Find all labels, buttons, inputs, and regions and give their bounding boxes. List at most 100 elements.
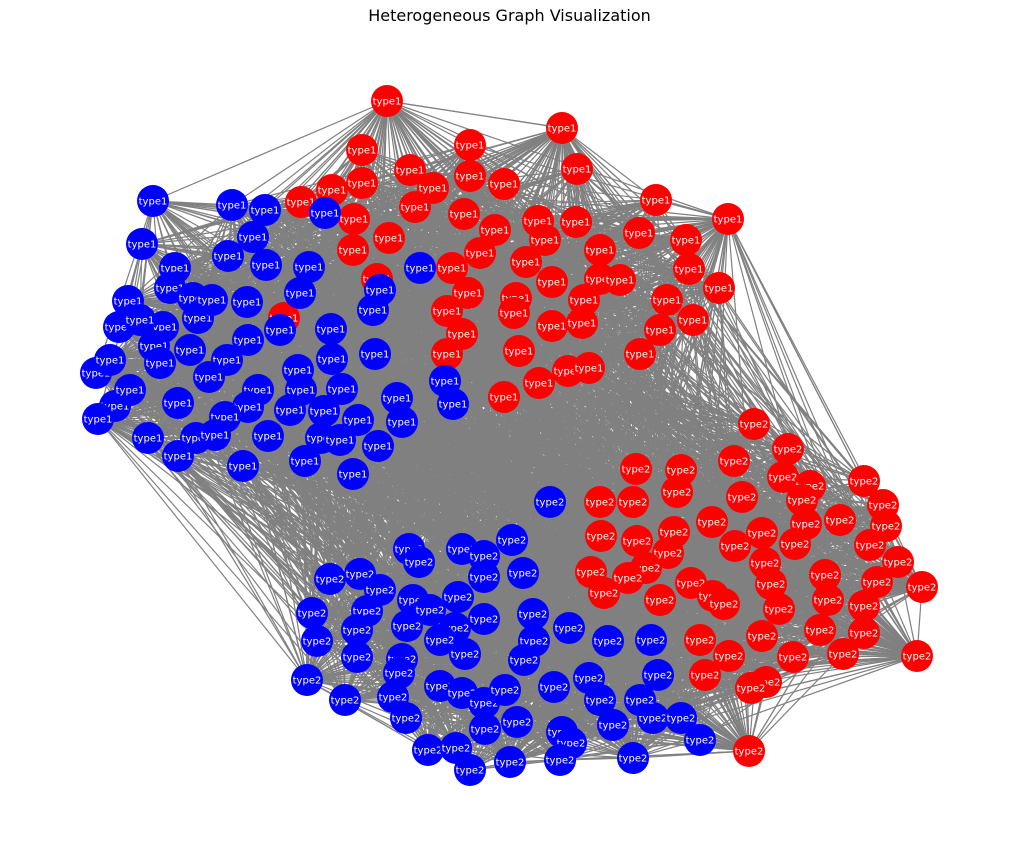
node-circle <box>452 277 484 309</box>
node-label: type1 <box>548 124 577 135</box>
red-node: type1 <box>373 222 405 254</box>
blue-node: type1 <box>309 197 341 229</box>
node-label: type1 <box>139 197 168 208</box>
blue-node: type1 <box>193 361 225 393</box>
blue-node: type1 <box>126 228 158 260</box>
node-label: type1 <box>373 97 402 108</box>
node-label: type1 <box>375 234 404 245</box>
node-circle <box>454 129 486 161</box>
node-circle <box>315 313 347 345</box>
graph-edge <box>306 548 463 681</box>
graph-edge <box>306 206 416 681</box>
blue-node: type1 <box>250 249 282 281</box>
node-label: type1 <box>524 217 553 228</box>
graph-edge <box>469 144 729 220</box>
node-circle <box>536 266 568 298</box>
node-circle <box>437 388 469 420</box>
red-node: type1 <box>568 284 600 316</box>
red-node: type1 <box>431 338 463 370</box>
node-circle <box>584 234 616 266</box>
node-label: type1 <box>311 209 340 220</box>
graph-edge <box>561 127 687 241</box>
node-circle <box>337 234 369 266</box>
graph-edge <box>97 418 308 681</box>
node-circle <box>503 335 535 367</box>
node-label: type1 <box>586 246 615 257</box>
node-label: type1 <box>554 367 583 378</box>
node-label: type1 <box>361 350 390 361</box>
node-circle <box>488 381 520 413</box>
node-label: type1 <box>586 275 615 286</box>
node-label: type1 <box>626 350 655 361</box>
graph-edge <box>329 218 729 580</box>
node-circle <box>529 224 561 256</box>
node-label: type1 <box>466 249 495 260</box>
node-label: type1 <box>239 233 268 244</box>
graph-edge <box>561 127 634 503</box>
red-node: type1 <box>673 253 705 285</box>
red-node: type1 <box>604 264 636 296</box>
node-label: type1 <box>213 356 242 367</box>
node-label: type1 <box>184 314 213 325</box>
graph-edge <box>603 592 634 759</box>
graph-edge <box>718 287 735 462</box>
red-node: type1 <box>677 304 709 336</box>
node-label: type1 <box>419 184 448 195</box>
red-node: type1 <box>337 234 369 266</box>
blue-node: type1 <box>216 189 248 221</box>
node-circle <box>293 251 325 283</box>
node-label: type1 <box>448 330 477 341</box>
node-label: type1 <box>396 166 425 177</box>
node-circle <box>232 324 264 356</box>
red-node: type1 <box>529 224 561 256</box>
node-label: type1 <box>512 258 541 269</box>
node-label: type1 <box>114 297 143 308</box>
node-circle <box>394 154 426 186</box>
chart-title: Heterogeneous Graph Visualization <box>368 6 651 25</box>
graph-edge <box>753 423 865 482</box>
node-circle <box>523 367 555 399</box>
graph-edge <box>561 127 629 579</box>
node-circle <box>431 295 463 327</box>
blue-node: type1 <box>144 347 176 379</box>
graph-edge <box>152 100 388 202</box>
node-label: type1 <box>179 294 208 305</box>
blue-node: type1 <box>381 382 413 414</box>
graph-edge <box>231 100 388 206</box>
red-node: type1 <box>394 154 426 186</box>
red-node: type1 <box>703 272 735 304</box>
graph-edge <box>306 267 453 681</box>
node-label: type1 <box>562 218 591 229</box>
graph-edge <box>177 455 511 763</box>
node-circle <box>231 286 263 318</box>
node-label: type1 <box>295 263 324 274</box>
blue-node: type1 <box>137 185 169 217</box>
blue-node: type1 <box>284 277 316 309</box>
blue-node: type1 <box>293 251 325 283</box>
node-label: type1 <box>454 289 483 300</box>
node-label: type1 <box>234 403 263 414</box>
graph-edge <box>559 655 918 761</box>
node-circle <box>464 237 496 269</box>
red-node: type1 <box>452 277 484 309</box>
node-circle <box>404 252 436 284</box>
red-node: type1 <box>346 167 378 199</box>
blue-node: type1 <box>316 343 348 375</box>
node-label: type1 <box>538 278 567 289</box>
node-label: type1 <box>211 413 240 424</box>
graph-edge <box>174 267 301 294</box>
node-label: type1 <box>606 276 635 287</box>
node-label: type1 <box>164 399 193 410</box>
graph-edge <box>95 372 525 661</box>
blue-node: type1 <box>308 395 340 427</box>
node-circle <box>640 184 672 216</box>
red-node: type1 <box>573 352 605 384</box>
node-label: type1 <box>679 316 708 327</box>
node-label: type1 <box>401 203 430 214</box>
node-label: type1 <box>490 180 519 191</box>
red-node: type1 <box>712 203 744 235</box>
node-circle <box>386 406 418 438</box>
node-circle <box>381 382 413 414</box>
node-label: type1 <box>195 373 224 384</box>
node-circle <box>498 297 530 329</box>
